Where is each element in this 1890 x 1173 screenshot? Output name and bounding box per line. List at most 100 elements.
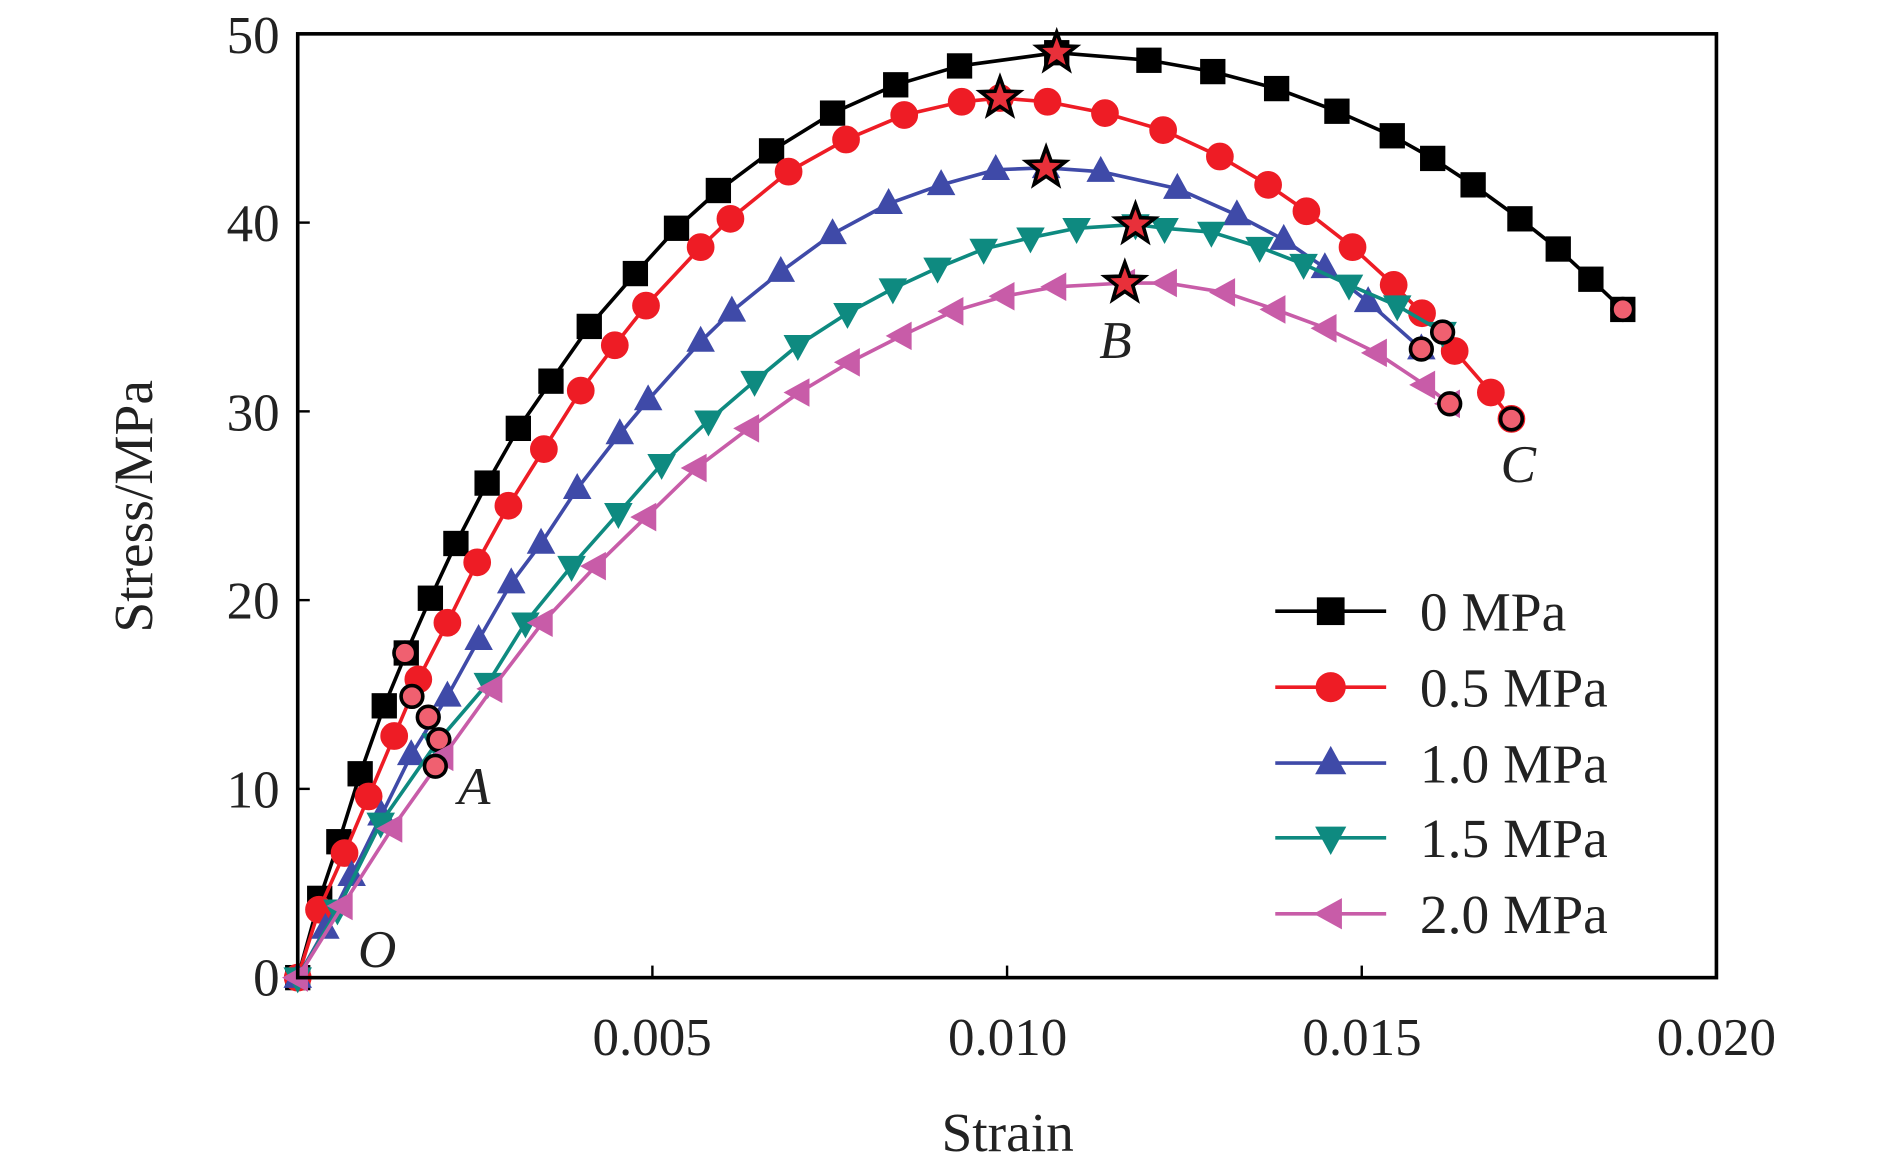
square-marker [883, 72, 909, 98]
circle-marker [774, 157, 803, 186]
triangle-left-marker [1209, 278, 1236, 307]
series-layer [282, 26, 1636, 994]
triangle-left-marker [579, 551, 606, 581]
y-tick-label: 50 [227, 7, 280, 65]
triangle-up-marker [526, 527, 556, 554]
point-a-marker [415, 704, 441, 730]
legend-label: 2.0 MPa [1420, 884, 1608, 945]
triangle-down-marker [694, 410, 723, 437]
y-axis-label: Stress/MPa [103, 380, 164, 633]
circle-marker [890, 101, 919, 129]
square-marker [705, 177, 732, 204]
triangle-left-marker [630, 502, 657, 532]
triangle-left-marker [833, 348, 860, 377]
square-marker [946, 53, 973, 79]
triangle-left-marker [1310, 314, 1337, 343]
axis-ticks [297, 32, 1718, 979]
triangle-down-marker [1382, 295, 1412, 322]
circle-marker [463, 548, 492, 577]
point-a-marker [392, 640, 418, 666]
triangle-up-marker [464, 624, 493, 651]
circle-marker [1379, 271, 1408, 299]
legend: 0 MPa 0.5 MPa 1.0 MPa 1.5 MPa 2.0 MPa [1275, 581, 1608, 945]
circle-marker [686, 233, 715, 262]
peak-b-star [1021, 142, 1071, 189]
circle-marker [1338, 233, 1367, 262]
circle-marker [1315, 672, 1346, 703]
peak-b-star [1100, 257, 1150, 304]
square-marker [1316, 597, 1345, 626]
x-tick-label: 0.015 [1302, 1009, 1421, 1067]
annotation-o: O [358, 921, 396, 979]
x-tick-label: 0.020 [1657, 1009, 1776, 1067]
triangle-left-marker [1409, 370, 1436, 400]
triangle-down-marker [1245, 236, 1274, 263]
series-2-0-mpa [282, 257, 1463, 992]
circle-marker [1254, 170, 1282, 199]
triangle-up-marker [311, 912, 340, 939]
triangle-up-marker [686, 325, 715, 352]
triangle-left-marker [376, 814, 403, 843]
triangle-left-marker [1150, 268, 1177, 298]
circle-marker [1440, 337, 1469, 365]
triangle-up-marker [562, 473, 592, 499]
peak-b-star [975, 72, 1025, 119]
triangle-up-marker [1315, 745, 1347, 775]
triangle-left-marker [937, 297, 964, 326]
square-marker [371, 693, 397, 719]
square-marker [1545, 236, 1571, 262]
triangle-left-marker [885, 321, 912, 351]
circle-marker [494, 491, 523, 520]
annotation-c: C [1501, 436, 1537, 494]
triangle-left-marker [988, 281, 1015, 311]
square-marker [347, 761, 373, 787]
triangle-down-marker [1150, 218, 1179, 244]
square-marker [1379, 123, 1405, 149]
x-axis-label: Strain [941, 1102, 1073, 1163]
triangle-down-marker [557, 555, 586, 582]
triangle-down-marker [1062, 218, 1091, 244]
triangle-left-marker [1040, 272, 1067, 302]
triangle-up-marker [1086, 155, 1115, 182]
end-c-marker [1610, 296, 1636, 323]
square-marker [505, 415, 531, 442]
triangle-up-marker [1222, 199, 1252, 226]
triangle-down-marker [923, 257, 952, 284]
series-1-0-mpa [283, 142, 1436, 988]
legend-label: 1.0 MPa [1420, 733, 1608, 794]
triangle-left-marker [326, 891, 353, 921]
triangle-down-marker [969, 238, 998, 265]
end-c-marker [1437, 391, 1463, 417]
triangle-up-marker [605, 418, 635, 445]
triangle-left-marker [526, 608, 553, 638]
triangle-left-marker [1313, 898, 1342, 930]
triangle-up-marker [717, 295, 747, 322]
triangle-up-marker [926, 169, 956, 196]
end-c-marker [1498, 406, 1525, 432]
square-marker [576, 313, 602, 340]
triangle-up-marker [1269, 223, 1299, 250]
circle-marker [1476, 378, 1505, 407]
circle-marker [716, 204, 745, 233]
triangle-up-marker [981, 154, 1011, 180]
square-marker [474, 470, 500, 496]
triangle-up-marker [1163, 172, 1192, 199]
square-marker [538, 368, 564, 394]
triangle-left-marker [476, 674, 503, 704]
triangle-up-marker [874, 188, 903, 214]
legend-label: 0 MPa [1420, 581, 1566, 642]
series-0-5-mpa [283, 72, 1526, 992]
square-marker [1578, 266, 1604, 292]
circle-marker [1091, 99, 1119, 127]
circle-marker [1292, 197, 1321, 226]
triangle-down-marker [647, 453, 676, 480]
square-marker [1324, 98, 1350, 124]
triangle-up-marker [433, 680, 462, 707]
triangle-up-marker [766, 255, 796, 282]
triangle-left-marker [783, 378, 810, 407]
triangle-down-marker [878, 278, 908, 305]
x-tick-label: 0.005 [592, 1009, 711, 1067]
square-marker [1420, 145, 1446, 172]
triangle-up-marker [633, 384, 663, 411]
circle-marker [1149, 116, 1177, 144]
